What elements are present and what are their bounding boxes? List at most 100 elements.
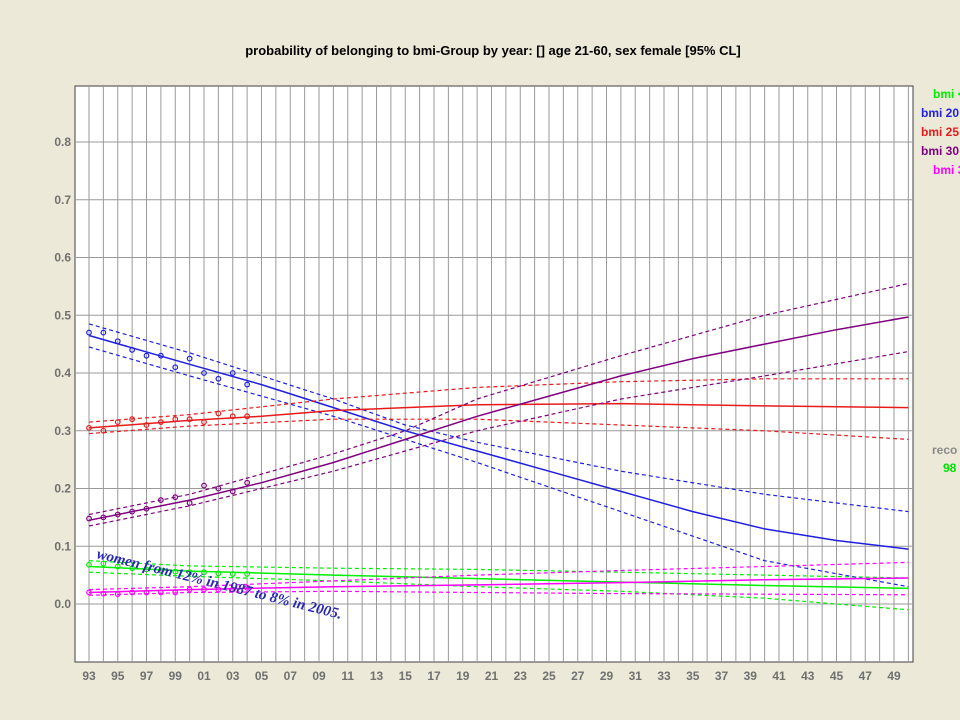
- side-text-line: reco: [932, 443, 957, 457]
- observed-point: [244, 584, 251, 591]
- legend: bmi < bmi 20 bmi 25 bmi 30 bmi 3: [921, 87, 960, 177]
- observed-point: [215, 586, 222, 593]
- observed-point: [172, 494, 179, 501]
- x-tick-label: 23: [514, 669, 528, 683]
- x-tick-label: 37: [715, 669, 729, 683]
- observed-point: [157, 589, 164, 596]
- observed-point: [100, 560, 107, 567]
- y-tick-label: 0.7: [54, 193, 71, 207]
- confidence-upper-line: [88, 323, 909, 513]
- observed-point: [229, 488, 236, 495]
- observed-point: [157, 352, 164, 359]
- observed-point: [86, 424, 92, 431]
- observed-point: [129, 589, 136, 596]
- x-tick-label: 17: [427, 669, 441, 683]
- observed-point: [143, 422, 150, 428]
- observed-point: [172, 568, 179, 575]
- x-tick-label: 21: [485, 669, 499, 683]
- observed-point: [143, 589, 150, 596]
- x-tick-label: 99: [169, 669, 183, 683]
- series-3: [86, 378, 909, 440]
- x-tick-label: 15: [399, 669, 413, 683]
- observed-point: [172, 589, 179, 596]
- confidence-lower-line: [88, 351, 909, 527]
- y-tick-label: 0.2: [54, 482, 71, 496]
- observed-point: [215, 570, 222, 577]
- observed-point: [100, 590, 107, 597]
- fit-line: [88, 577, 909, 594]
- observed-point: [129, 565, 136, 572]
- x-tick-label: 19: [456, 669, 470, 683]
- observed-point: [129, 416, 136, 423]
- x-tick-label: 35: [686, 669, 700, 683]
- x-tick-label: 39: [744, 669, 758, 683]
- observed-point: [244, 381, 251, 388]
- observed-point: [186, 500, 193, 506]
- observed-point: [229, 571, 236, 577]
- confidence-lower-line: [88, 571, 909, 611]
- x-tick-label: 41: [772, 669, 786, 683]
- observed-point: [100, 329, 107, 336]
- y-tick-label: 0.3: [54, 424, 71, 438]
- observed-point: [215, 410, 222, 417]
- x-tick-label: 49: [887, 669, 901, 683]
- observed-point: [201, 569, 207, 576]
- observed-point: [114, 591, 121, 598]
- y-tick-label: 0.4: [54, 366, 71, 380]
- confidence-lower-line: [88, 346, 909, 588]
- observed-point: [201, 586, 207, 593]
- x-tick-label: 01: [197, 669, 211, 683]
- x-tick-label: 07: [284, 669, 298, 683]
- legend-entry: bmi 30: [921, 144, 959, 158]
- observed-point: [172, 364, 179, 371]
- x-tick-label: 27: [571, 669, 585, 683]
- series-group: [86, 282, 909, 611]
- series-4: [86, 282, 909, 527]
- observed-point: [215, 375, 222, 382]
- x-axis: 93 95 97 99 01 03 05 07 09 11 13 15 17 19 21 23 25 27 29 31…: [82, 669, 901, 683]
- x-tick-label: 47: [859, 669, 873, 683]
- observed-point: [143, 505, 150, 512]
- observed-point: [114, 563, 121, 570]
- observed-point: [143, 352, 150, 359]
- observed-point: [201, 482, 207, 489]
- series-1: [86, 560, 909, 611]
- observed-point: [215, 485, 222, 492]
- x-tick-label: 31: [629, 669, 643, 683]
- y-tick-label: 0.6: [54, 251, 71, 265]
- confidence-upper-line: [88, 378, 909, 423]
- observed-point: [201, 419, 207, 425]
- observed-point: [86, 329, 92, 336]
- observed-point: [86, 589, 92, 596]
- fit-line: [88, 334, 909, 550]
- fit-line: [88, 565, 909, 590]
- observed-point: [100, 427, 107, 434]
- observed-point: [114, 419, 121, 425]
- observed-point: [129, 347, 136, 353]
- x-tick-label: 09: [312, 669, 326, 683]
- observed-point: [143, 566, 150, 573]
- legend-entry: bmi 3: [933, 163, 960, 177]
- x-tick-label: 95: [111, 669, 125, 683]
- chart-title: probability of belonging to bmi-Group by…: [245, 43, 741, 58]
- observed-point: [114, 338, 121, 345]
- observed-point: [244, 413, 251, 420]
- series-2: [86, 323, 909, 588]
- fit-line: [88, 402, 909, 429]
- observed-point: [186, 355, 193, 362]
- fit-line: [88, 316, 909, 522]
- observed-point: [157, 419, 164, 425]
- legend-entry: bmi <: [933, 87, 960, 101]
- confidence-lower-line: [88, 590, 909, 596]
- observed-point: [244, 571, 251, 577]
- y-axis: 0.0 0.1 0.2 0.3 0.4 0.5 0.6 0.7 0.8: [54, 135, 71, 611]
- x-tick-label: 29: [600, 669, 614, 683]
- observed-point: [186, 569, 193, 576]
- grid: [75, 86, 913, 662]
- x-tick-label: 11: [341, 669, 354, 683]
- x-tick-label: 45: [830, 669, 844, 683]
- confidence-upper-line: [88, 560, 909, 579]
- legend-entry: bmi 25: [921, 125, 959, 139]
- observed-point: [172, 416, 179, 423]
- observed-point: [129, 508, 136, 515]
